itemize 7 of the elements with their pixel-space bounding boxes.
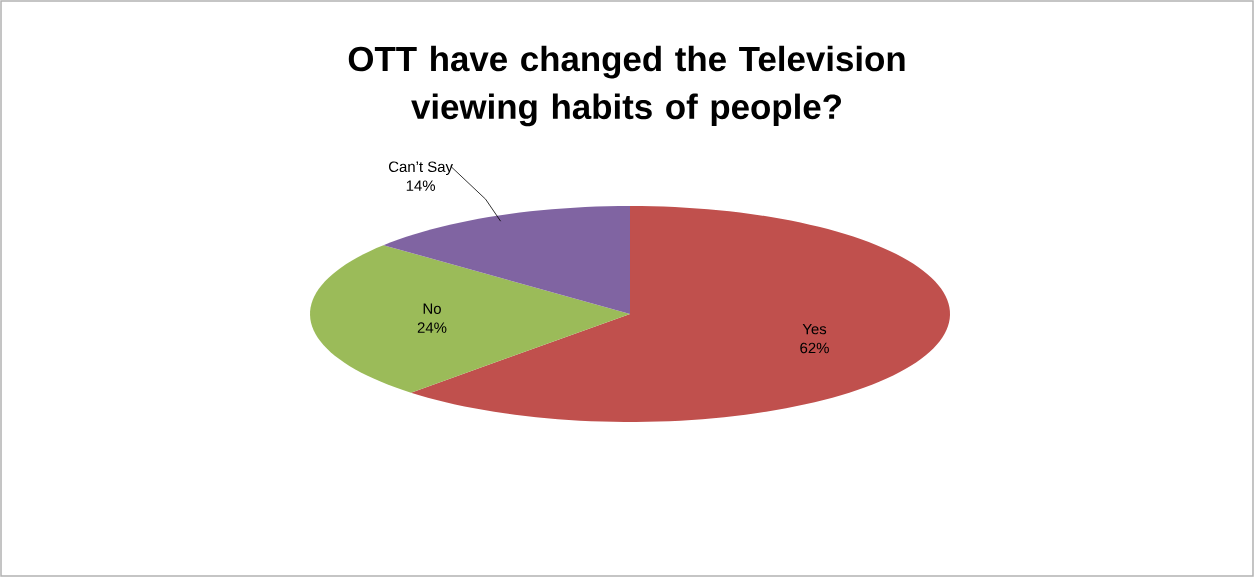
chart-title: OTT have changed the Television viewing habits of people? [348, 45, 905, 127]
slice-label: No [423, 303, 441, 314]
data-label: 14% [406, 180, 436, 191]
slice-label: Yes [802, 323, 827, 335]
data-label: 62% [800, 342, 829, 354]
data-label: 24% [417, 322, 447, 333]
slice-label: Can’t Say [388, 161, 453, 175]
